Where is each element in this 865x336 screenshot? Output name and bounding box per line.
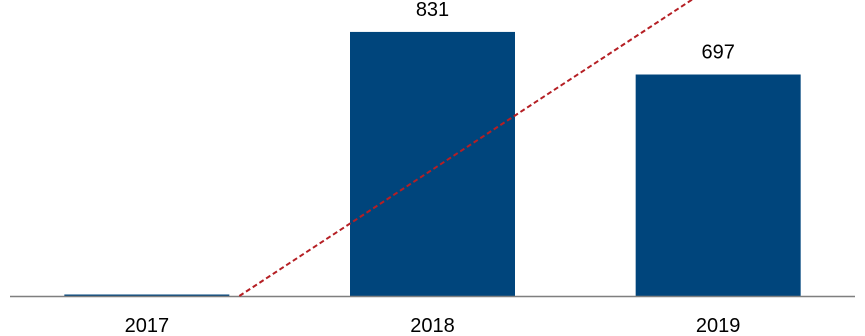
data-label-2019: 697 [701,42,734,64]
bar-2018 [350,31,515,296]
labels-layer: 2017 2018 831 2019 697 [125,0,741,336]
x-tick-label-2019: 2019 [696,315,741,336]
x-tick-label-2018: 2018 [410,315,455,336]
x-tick-label-2017: 2017 [125,315,170,336]
bar-2019 [635,74,801,297]
bars-layer [64,31,801,297]
data-label-2018: 831 [416,0,449,21]
bar-2017 [64,294,230,296]
